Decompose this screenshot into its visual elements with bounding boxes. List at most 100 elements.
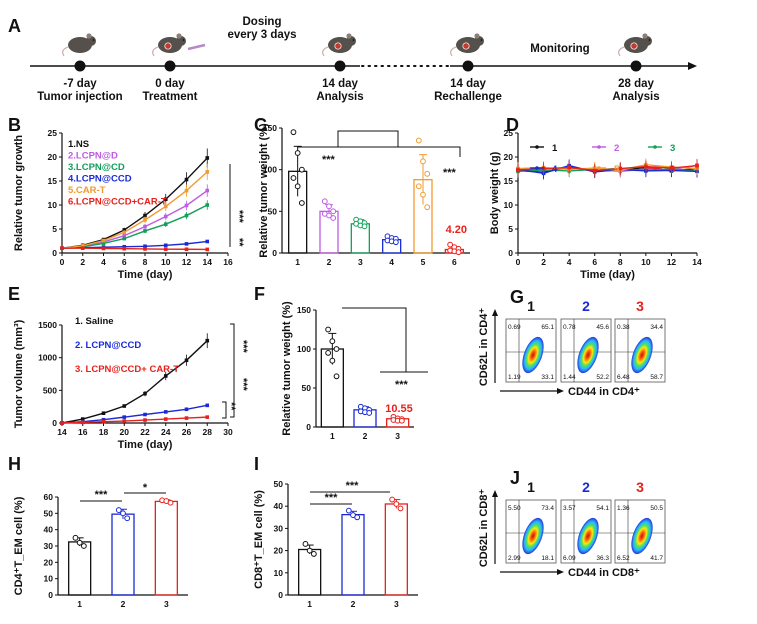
bar-group-1: 1 <box>288 129 308 267</box>
x-tick-label: 20 <box>120 427 130 437</box>
y-tick-label: 100 <box>297 344 311 354</box>
legend-entry: 4.LCPN@CCD <box>68 174 132 185</box>
legend-entry: 3 <box>670 143 675 154</box>
data-point <box>122 246 127 251</box>
series-6 <box>516 159 699 177</box>
quadrant-value: 1.44 <box>563 374 576 381</box>
x-tick-label: 2 <box>363 431 368 441</box>
y-tick-label: 100 <box>263 165 277 175</box>
bar-group-2: 2 <box>341 507 365 609</box>
x-tick-label: 30 <box>223 427 233 437</box>
x-tick-label: 0 <box>60 257 65 267</box>
timeline-day: 14 day <box>450 78 486 90</box>
quadrant-value: 3.57 <box>563 505 576 512</box>
timeline-marker <box>630 60 642 72</box>
panel-label-a: A <box>8 16 21 36</box>
data-point <box>329 357 336 364</box>
data-point <box>669 166 674 170</box>
bar-group-2: 2 <box>319 198 339 267</box>
data-point <box>516 168 520 172</box>
data-point <box>205 403 210 408</box>
x-tick-label: 18 <box>99 427 109 437</box>
series-line <box>61 340 208 424</box>
data-point <box>366 410 373 416</box>
panel-label-g: G <box>510 287 524 307</box>
timeline-day: 0 day <box>155 78 185 90</box>
data-point <box>122 233 127 238</box>
flow-y-label: CD62L in CD4⁺ <box>478 308 490 387</box>
data-point <box>163 214 168 219</box>
legend-entry: 5.CAR-T <box>68 185 106 196</box>
data-point <box>184 358 189 363</box>
series-line <box>61 171 208 249</box>
data-point <box>455 249 462 256</box>
data-point <box>60 246 64 250</box>
mouse-eye <box>92 39 95 41</box>
data-point <box>205 188 210 193</box>
y-tick-label: 30 <box>44 541 54 551</box>
data-point <box>310 551 317 557</box>
data-point <box>298 166 305 173</box>
data-point <box>101 419 106 424</box>
quadrant-value: 0.78 <box>563 324 576 331</box>
y-tick-label: 25 <box>48 128 58 138</box>
data-point <box>618 166 623 171</box>
x-tick-label: 14 <box>692 257 702 267</box>
bar-group-3: 3 <box>154 497 178 609</box>
legend-entry: 5 <box>614 164 620 175</box>
mouse-eye <box>352 39 355 41</box>
data-point <box>420 158 426 165</box>
x-tick-label: 8 <box>143 257 148 267</box>
significance-label: *** <box>395 379 409 391</box>
timeline-day: 28 day <box>618 78 654 90</box>
flow-plot-label: 2 <box>582 479 590 495</box>
x-tick-label: 2 <box>80 257 85 267</box>
series-line <box>61 204 208 249</box>
bar <box>341 513 365 596</box>
data-point <box>163 204 168 209</box>
quadrant-value: 6.52 <box>617 555 630 562</box>
data-point <box>326 203 332 210</box>
x-tick-label: 3 <box>395 431 400 441</box>
x-tick-label: 1 <box>295 257 300 267</box>
data-point <box>143 418 147 422</box>
x-tick-label: 2 <box>351 599 356 609</box>
y-tick-label: 0 <box>52 418 57 428</box>
mouse-icon <box>322 33 356 57</box>
y-tick-label: 10 <box>504 200 514 210</box>
chart-b: B 0 5 10 15 20 25 0 2 4 6 8 10 12 14 16 Time (day) Relati… <box>8 115 245 281</box>
timeline-event: Tumor injection <box>37 91 122 103</box>
timeline-arrowhead <box>688 62 697 70</box>
series-6 <box>60 246 210 252</box>
data-point <box>333 373 340 380</box>
data-point <box>205 415 210 419</box>
y-tick-label: 10 <box>48 200 58 210</box>
legend-entry: 1 <box>552 143 558 154</box>
bar-group-1: 1 <box>320 326 344 441</box>
flow-panel-g: G 1 0.69 65.1 1.19 33.1 2 0.78 45.6 1.44 52.2 3 0.38… <box>478 287 666 398</box>
data-point <box>325 350 332 356</box>
timeline-event: Treatment <box>143 91 198 103</box>
bar-group-5: 5 <box>413 137 433 267</box>
bar <box>384 503 408 596</box>
y-tick-label: 20 <box>504 152 514 162</box>
mouse-eye <box>648 39 651 41</box>
x-tick-label: 1 <box>330 431 335 441</box>
monitoring-label: Monitoring <box>530 43 589 55</box>
chart-e: E 0 500 1000 1500 14 16 18 20 22 24 26 28 30 Time (day… <box>8 284 249 451</box>
panel-label-c: C <box>254 115 267 135</box>
mouse-icon <box>62 33 96 57</box>
x-tick-label: 16 <box>223 257 233 267</box>
mouse-ear <box>86 33 92 39</box>
timeline-marker <box>334 60 346 72</box>
data-point <box>122 244 127 249</box>
x-tick-label: 1 <box>307 599 312 609</box>
x-tick-label: 4 <box>567 257 572 267</box>
y-tick-label: 0 <box>272 248 277 258</box>
data-point <box>72 534 79 541</box>
mouse-icon <box>618 33 652 57</box>
series-line <box>62 247 208 251</box>
panel-label-i: I <box>254 454 259 474</box>
bar <box>68 541 92 596</box>
